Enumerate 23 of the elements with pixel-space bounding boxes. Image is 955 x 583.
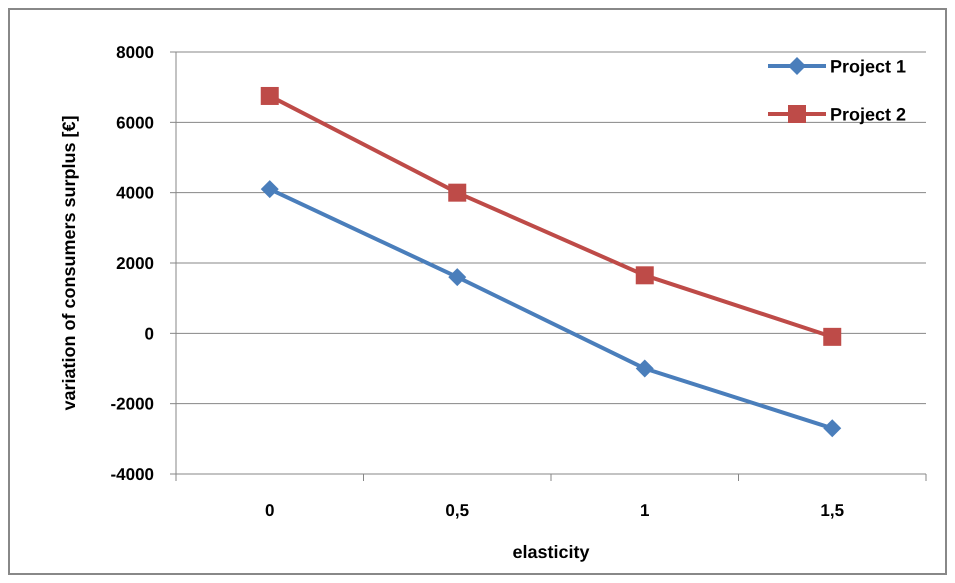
x-tick-label: 1 — [640, 501, 650, 520]
point — [636, 360, 654, 378]
y-tick-label: -2000 — [110, 394, 154, 414]
point — [636, 266, 654, 284]
y-tick-label: 4000 — [116, 184, 154, 203]
point — [448, 268, 466, 286]
x-axis-title: elasticity — [512, 542, 590, 562]
y-tick-label: 8000 — [116, 42, 154, 62]
y-tick-label: 2000 — [116, 254, 154, 273]
y-tick-label: 0 — [144, 324, 154, 344]
x-tick-label: 0 — [265, 501, 274, 520]
x-tick-label: 1,5 — [820, 501, 844, 520]
point — [260, 86, 279, 105]
x-tick-label: 0,5 — [445, 501, 470, 520]
point — [448, 184, 466, 202]
point — [823, 328, 842, 346]
y-axis-title: variation of consumers surplus [€] — [59, 115, 79, 411]
legend-label: Project 1 — [830, 56, 906, 76]
legend-label: Project 2 — [830, 104, 906, 124]
y-tick-label: -4000 — [110, 464, 154, 484]
point — [260, 180, 279, 198]
point — [823, 419, 842, 438]
y-tick-label: 6000 — [116, 113, 154, 132]
